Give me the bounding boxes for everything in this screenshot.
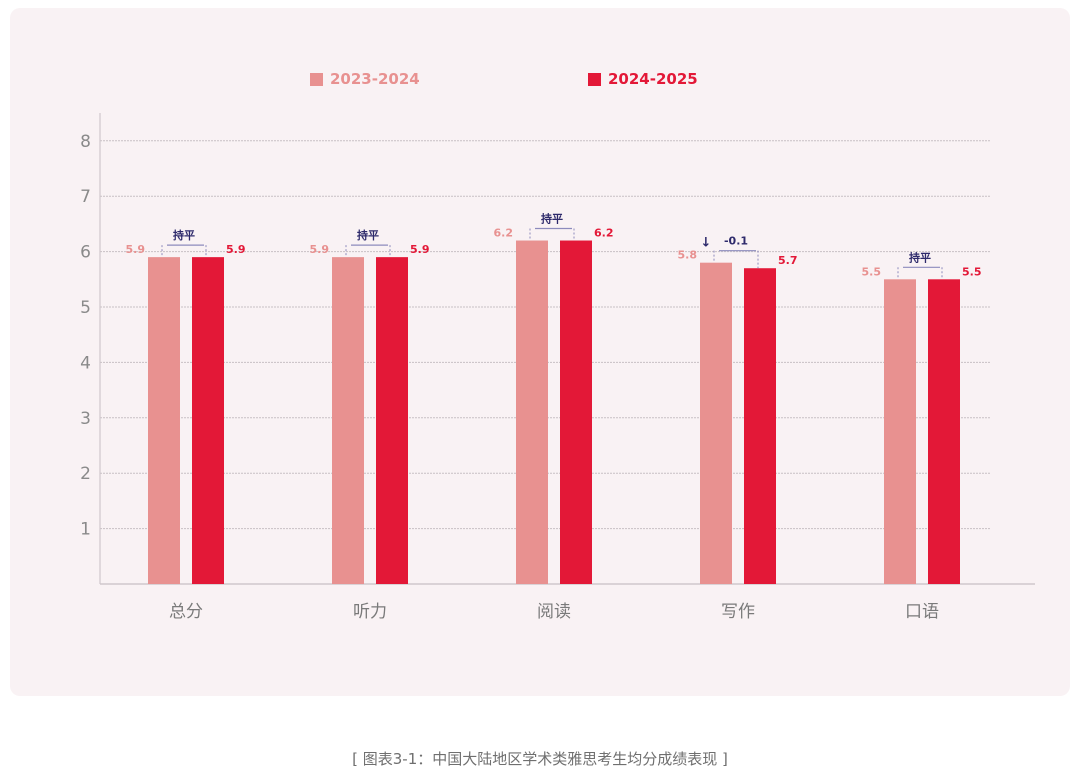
y-tick-label: 6 (80, 243, 91, 263)
value-label: 5.9 (226, 243, 246, 256)
bar-2024-2025 (376, 257, 408, 584)
down-arrow-icon: ↓ (701, 236, 712, 251)
category-label: 阅读 (537, 602, 571, 622)
legend-swatch-icon (588, 72, 601, 86)
bar-2024-2025 (744, 268, 776, 584)
legend-label: 2023-2024 (330, 70, 420, 88)
legend-item-2023-2024: 2023-2024 (310, 70, 420, 88)
bar-2023-2024 (332, 257, 364, 584)
legend-label: 2024-2025 (608, 70, 698, 88)
y-tick-label: 2 (80, 464, 91, 484)
category-label: 听力 (353, 602, 387, 622)
change-annotation: 持平 (541, 212, 563, 226)
legend-swatch-icon (310, 72, 323, 86)
y-tick-label: 4 (80, 353, 91, 373)
value-label: 5.9 (126, 243, 146, 256)
chart-caption: [ 图表3-1：中国大陆地区学术类雅思考生均分成绩表现 ] (352, 750, 728, 768)
bar-2024-2025 (560, 240, 592, 584)
value-label: 5.8 (678, 249, 698, 262)
category-label: 总分 (169, 602, 203, 622)
change-annotation: 持平 (909, 250, 931, 264)
category-label: 口语 (905, 602, 939, 622)
value-label: 6.2 (594, 227, 614, 240)
category-label: 写作 (721, 602, 755, 622)
bar-2023-2024 (516, 240, 548, 584)
bar-2023-2024 (148, 257, 180, 584)
change-annotation: -0.1 (724, 235, 748, 248)
legend-item-2024-2025: 2024-2025 (588, 70, 698, 88)
y-tick-label: 7 (80, 187, 91, 207)
change-annotation: 持平 (173, 228, 195, 242)
y-tick-label: 3 (80, 409, 91, 429)
value-label: 5.5 (862, 265, 882, 278)
value-label: 5.9 (410, 243, 430, 256)
value-label: 5.7 (778, 254, 798, 267)
bar-2024-2025 (928, 279, 960, 584)
change-annotation: 持平 (357, 228, 379, 242)
y-tick-label: 1 (80, 520, 91, 540)
y-tick-label: 8 (80, 132, 91, 152)
value-label: 6.2 (494, 227, 514, 240)
bar-2023-2024 (700, 262, 732, 584)
y-tick-label: 5 (80, 298, 91, 318)
bar-2024-2025 (192, 257, 224, 584)
bar-2023-2024 (884, 279, 916, 584)
value-label: 5.5 (962, 265, 982, 278)
value-label: 5.9 (310, 243, 330, 256)
